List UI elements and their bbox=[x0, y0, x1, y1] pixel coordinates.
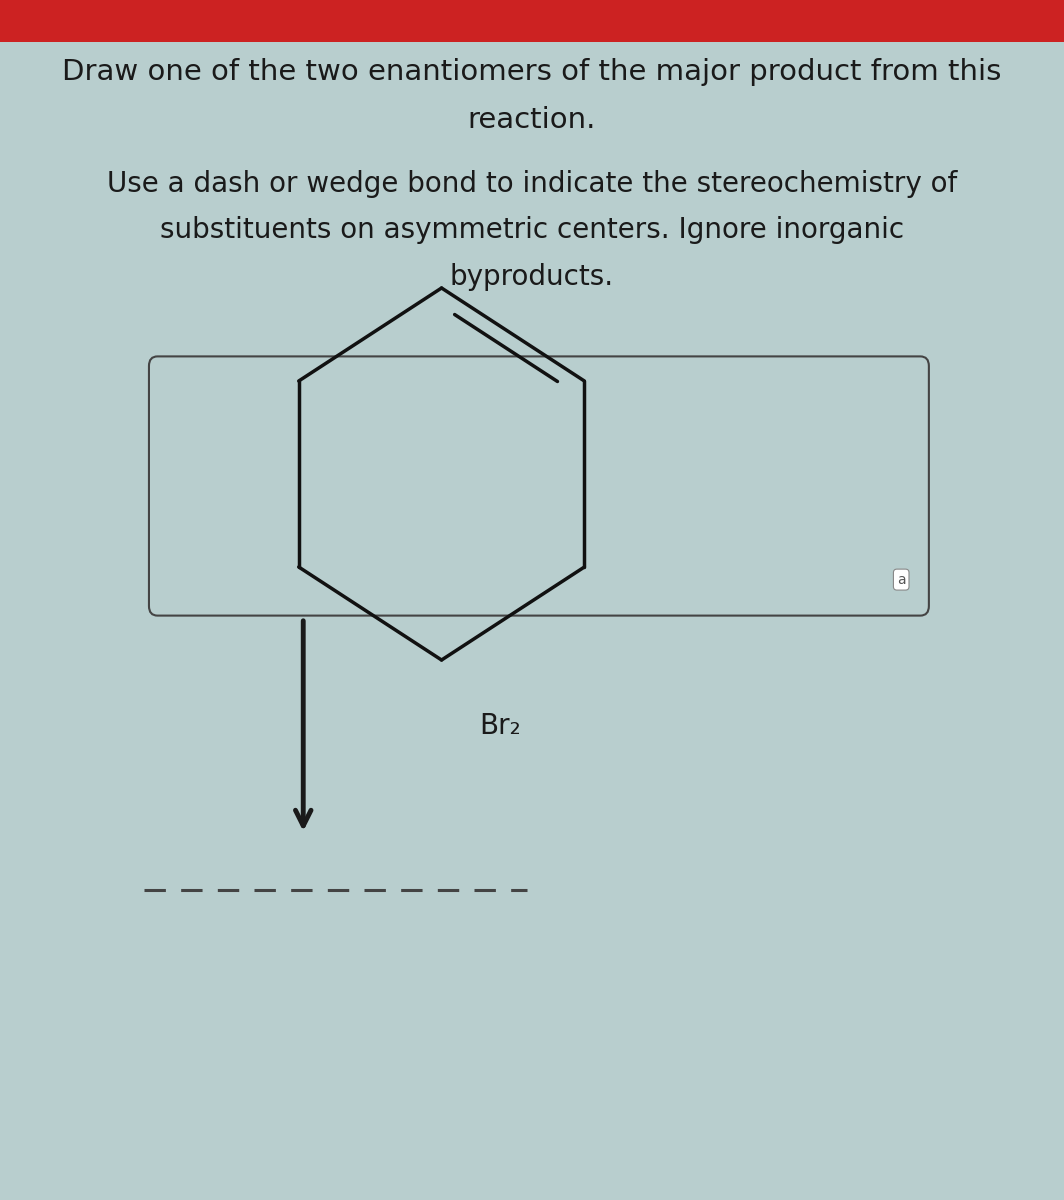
Text: Br₂: Br₂ bbox=[479, 712, 521, 740]
Text: byproducts.: byproducts. bbox=[450, 263, 614, 292]
Text: Draw one of the two enantiomers of the major product from this: Draw one of the two enantiomers of the m… bbox=[63, 58, 1001, 86]
Text: a: a bbox=[897, 572, 905, 587]
Text: substituents on asymmetric centers. Ignore inorganic: substituents on asymmetric centers. Igno… bbox=[160, 216, 904, 245]
Text: reaction.: reaction. bbox=[468, 106, 596, 134]
Bar bbox=[0, 0, 1064, 42]
Text: Use a dash or wedge bond to indicate the stereochemistry of: Use a dash or wedge bond to indicate the… bbox=[106, 169, 958, 198]
